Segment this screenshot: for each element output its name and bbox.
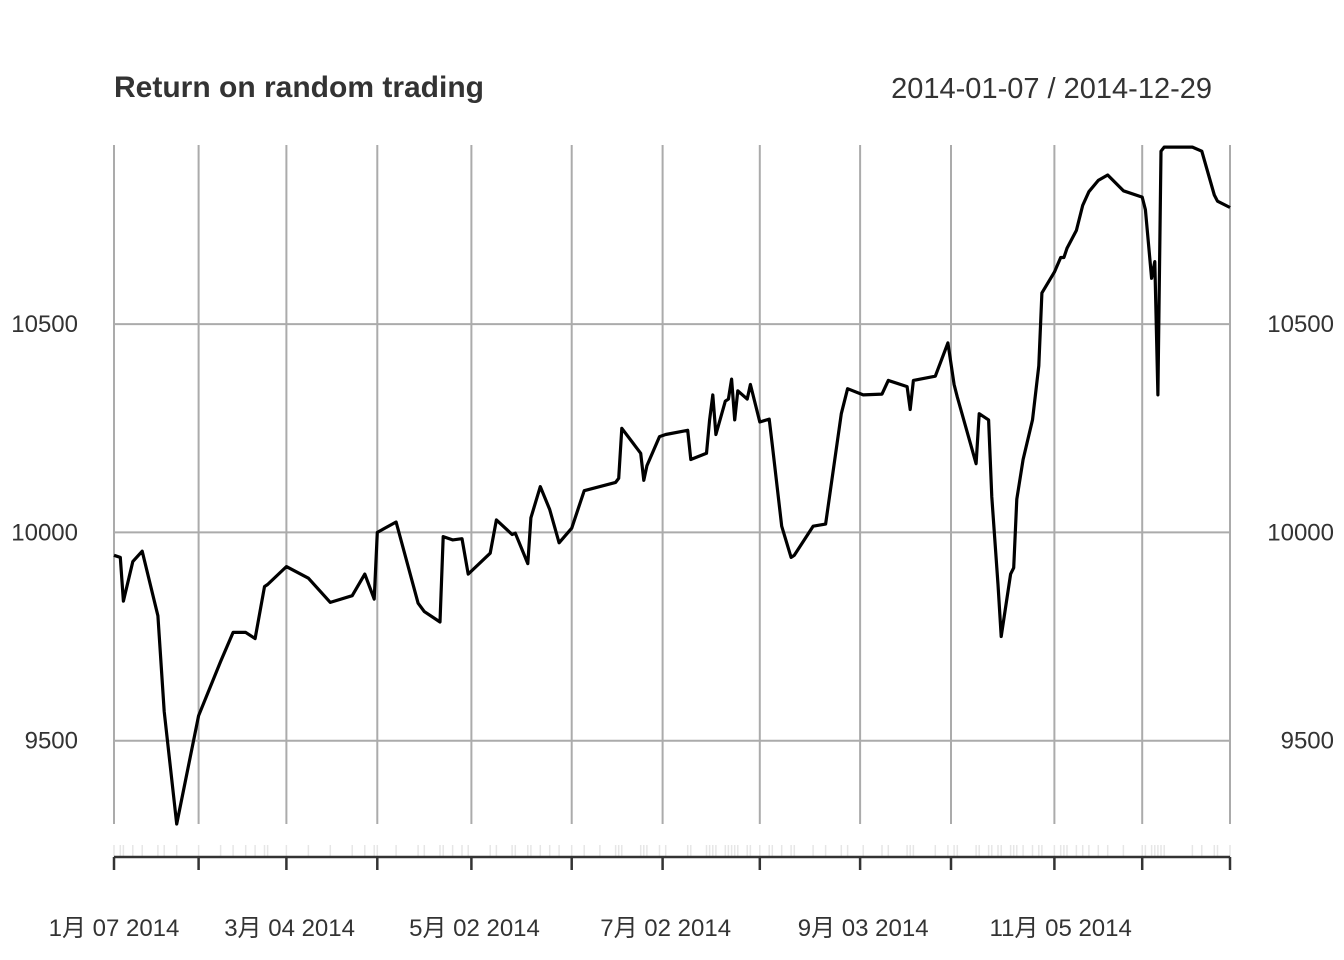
x-tick-label: 9月 03 2014 bbox=[798, 915, 929, 942]
y-tick-label-right: 10500 bbox=[1267, 311, 1334, 338]
y-axis-left: 9500 10000 10500 bbox=[11, 311, 78, 755]
x-tick-label: 11月 05 2014 bbox=[990, 915, 1132, 942]
y-axis-right: 9500 10000 10500 bbox=[1267, 311, 1334, 755]
x-tick-label: 3月 04 2014 bbox=[224, 915, 355, 942]
y-tick-label-left: 10000 bbox=[11, 519, 78, 546]
horizontal-gridlines bbox=[114, 323, 1230, 742]
x-tick-label: 1月 07 2014 bbox=[49, 915, 180, 942]
series-line-0 bbox=[113, 145, 1231, 826]
x-tick-label: 5月 02 2014 bbox=[409, 915, 540, 942]
date-range-label: 2014-01-07 / 2014-12-29 bbox=[891, 73, 1212, 105]
y-tick-label-right: 10000 bbox=[1267, 519, 1334, 546]
vertical-gridlines bbox=[113, 145, 1231, 824]
x-tick-label: 7月 02 2014 bbox=[600, 915, 731, 942]
y-tick-label-left: 10500 bbox=[11, 311, 78, 338]
y-tick-label-right: 9500 bbox=[1281, 728, 1334, 755]
chart-title: Return on random trading bbox=[114, 71, 484, 104]
y-tick-label-left: 9500 bbox=[25, 728, 78, 755]
series-layer bbox=[113, 145, 1231, 826]
x-axis: 1月 07 2014 3月 04 2014 5月 02 2014 7月 02 2014… bbox=[49, 845, 1232, 942]
